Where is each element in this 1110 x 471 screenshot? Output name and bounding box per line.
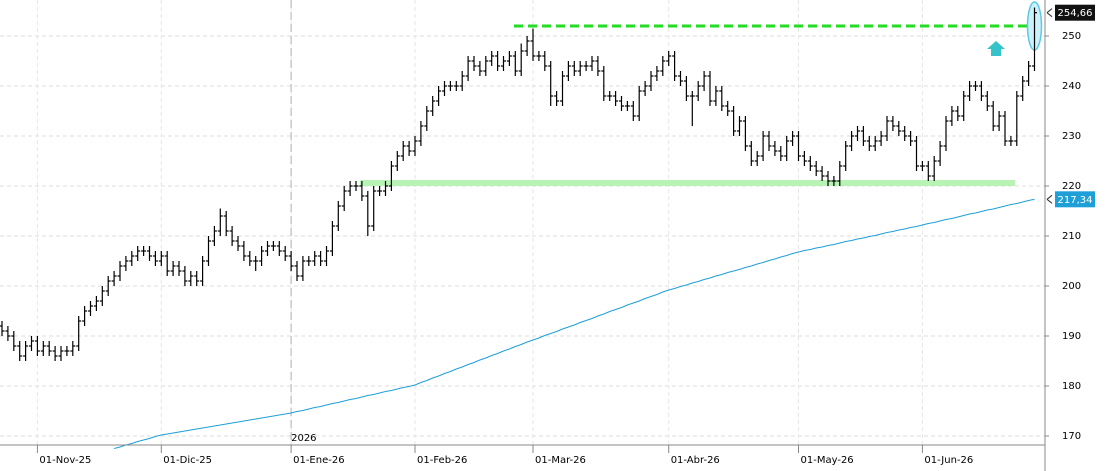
axes: 170 180 190 200 210 220 230 240 250 01-Nov-25 01-D… xyxy=(36,4,1095,466)
up-arrow xyxy=(987,41,1005,56)
y-tick-label: 240 xyxy=(1062,81,1081,92)
y-tick-label: 170 xyxy=(1062,431,1081,442)
support-band xyxy=(360,180,1015,186)
x-tick-label: 01-Feb-26 xyxy=(417,455,467,466)
x-tick-label: 01-Ene-26 xyxy=(293,455,344,466)
plot xyxy=(0,1,1043,449)
x-tick-label: 01-May-26 xyxy=(801,455,854,466)
x-tick-label: 01-Jun-26 xyxy=(924,455,973,466)
x-tick-label: 01-Mar-26 xyxy=(535,455,586,466)
y-tick-label: 230 xyxy=(1062,131,1081,142)
y-tick-label: 200 xyxy=(1062,281,1081,292)
moving-average-line xyxy=(113,198,1035,449)
y-tick-label: 180 xyxy=(1062,381,1081,392)
ma-last-pointer xyxy=(1046,194,1053,204)
y-tick-label: 220 xyxy=(1062,181,1081,192)
last-price-label: 254,66 xyxy=(1058,8,1093,19)
x-tick-label: 01-Abr-26 xyxy=(671,455,720,466)
y-tick-label: 210 xyxy=(1062,231,1081,242)
x-tick-label: 01-Nov-25 xyxy=(39,455,91,466)
ma-last-label: 217,34 xyxy=(1058,195,1093,206)
last-price-pointer xyxy=(1046,8,1053,18)
last-price-box xyxy=(1055,4,1095,21)
ma-last-box xyxy=(1055,191,1095,208)
x-tick-label: 01-Dic-25 xyxy=(163,455,212,466)
year-label: 2026 xyxy=(291,433,316,444)
y-tick-label: 250 xyxy=(1062,31,1081,42)
y-tick-label: 190 xyxy=(1062,331,1081,342)
